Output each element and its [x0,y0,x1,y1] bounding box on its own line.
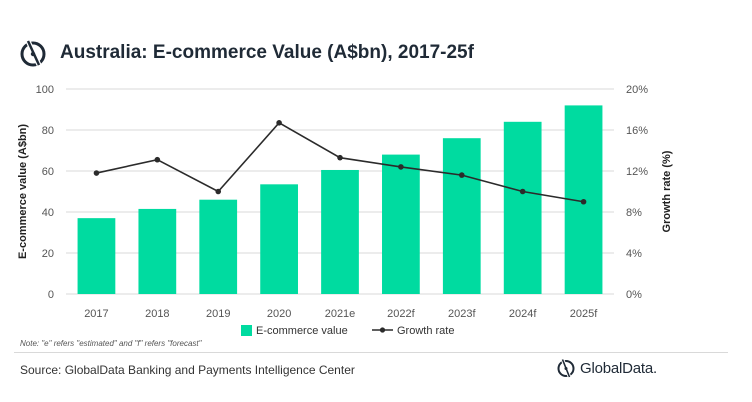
x-tick-label: 2024f [509,308,537,320]
growth-rate-point [398,164,404,170]
y2-tick-label: 12% [626,166,648,178]
brand-logo: GlobalData. [556,358,657,378]
x-tick-label: 2018 [145,308,169,320]
legend-swatch-bar [241,325,252,336]
growth-rate-point [276,120,282,126]
brand-name: GlobalData. [580,359,658,377]
chart-title: Australia: E-commerce Value (A$bn), 2017… [60,42,474,63]
y2-tick-label: 20% [626,84,648,96]
footer-divider [14,352,728,353]
x-tick-label: 2022f [387,308,415,320]
x-tick-label: 2017 [84,308,108,320]
y2-tick-label: 8% [626,207,642,219]
x-tick-label: 2020 [267,308,291,320]
bar [442,138,481,294]
growth-rate-point [93,170,100,176]
y-tick-label: 0 [48,289,54,301]
source-text: Source: GlobalData Banking and Payments … [20,363,355,377]
globaldata-logo-icon [20,39,46,67]
x-tick-label: 2021e [325,308,356,320]
bar [77,218,116,294]
x-tick-label: 2023f [448,308,476,320]
y-tick-label: 80 [42,125,54,137]
growth-rate-point [215,188,222,195]
growth-rate-point [337,154,343,161]
y2-axis-title: Growth rate (%) [661,150,673,232]
legend-marker-line [379,327,386,333]
bar [382,154,420,294]
growth-rate-point [154,156,161,163]
growth-rate-point [580,198,587,205]
growth-rate-point [458,172,465,178]
y2-tick-label: 0% [626,289,642,301]
bar [138,208,177,294]
y2-tick-label: 16% [626,125,648,137]
bar [260,184,298,294]
x-tick-label: 2025f [570,308,598,320]
y-tick-label: 20 [42,248,54,260]
growth-rate-point [519,188,526,195]
y-tick-label: 60 [42,166,54,178]
y2-tick-label: 4% [626,248,642,260]
legend-label-bar: E-commerce value [256,325,348,337]
bar [503,121,542,294]
globaldata-brand-icon [557,358,575,378]
footnote: Note: "e" refers "estimated" and "f" ref… [20,339,202,348]
y-tick-label: 100 [36,84,54,96]
y-tick-label: 40 [42,207,54,219]
legend-label-line: Growth rate [397,325,454,337]
x-tick-label: 2019 [206,308,230,320]
bar [199,199,238,294]
chart-header: Australia: E-commerce Value (A$bn), 2017… [18,36,474,70]
y-axis-title: E-commerce value (A$bn) [17,124,29,259]
bar [321,169,359,294]
